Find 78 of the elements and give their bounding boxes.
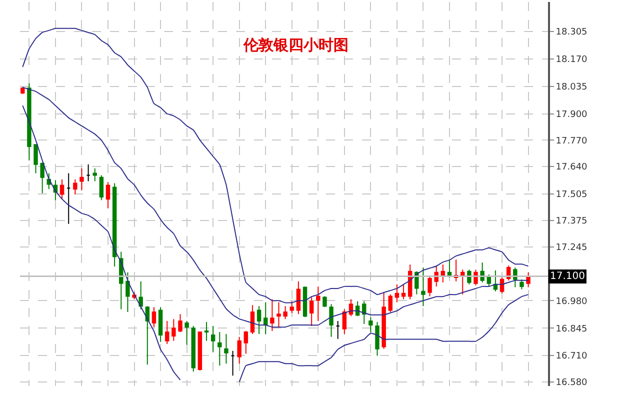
candlestick [296, 280, 301, 315]
y-tick-label: 16.845 [556, 324, 588, 334]
line-series [22, 28, 529, 304]
y-tick-label: 17.770 [556, 136, 588, 146]
candlestick [40, 162, 44, 194]
candlestick [34, 144, 38, 174]
y-tick-label: 17.505 [556, 190, 588, 200]
candlestick [270, 298, 274, 332]
candlestick [237, 336, 242, 364]
candlestick [60, 178, 64, 200]
candlestick [421, 267, 426, 307]
candlestick [218, 331, 222, 366]
candlestick [106, 182, 110, 209]
candlestick [447, 260, 452, 278]
candlestick [309, 296, 314, 327]
ref-line-label: 17.100 [550, 271, 585, 282]
candlestick [388, 294, 392, 313]
candlestick [126, 272, 130, 313]
candlestick [99, 174, 104, 201]
candlestick [244, 330, 248, 354]
candlestick [401, 284, 406, 300]
candlestick [382, 292, 386, 350]
candlestick [348, 298, 354, 317]
y-tick-label: 16.710 [556, 352, 588, 362]
candlestick [230, 350, 235, 376]
candlestick [375, 322, 380, 356]
candlestick [172, 318, 176, 342]
candlestick [336, 320, 340, 340]
candlestick [138, 280, 143, 310]
y-tick-label: 16.580 [556, 378, 588, 388]
candlestick [256, 306, 262, 334]
candlestick [152, 306, 156, 328]
candlestick [368, 316, 373, 332]
candlestick [158, 306, 163, 342]
line-series [22, 86, 529, 328]
candlestick [80, 168, 84, 191]
candlestick [86, 164, 90, 182]
candlestick [191, 326, 196, 372]
y-tick-label: 18.305 [556, 28, 588, 38]
candlestick [112, 182, 117, 268]
candlestick [460, 269, 465, 295]
candlestick [440, 264, 446, 283]
candlestick [520, 278, 524, 290]
candlestick [224, 333, 228, 364]
candlestick [145, 306, 150, 366]
candlestick [46, 172, 51, 190]
y-tick-label: 16.980 [556, 296, 588, 307]
candlestick [290, 300, 294, 314]
candlestick [27, 82, 32, 161]
candlestick [204, 322, 209, 342]
candlestick [316, 286, 320, 322]
candlestick [493, 270, 498, 292]
y-tick-label: 18.035 [556, 82, 588, 92]
y-tick-label: 17.375 [556, 216, 588, 227]
candlestick [178, 314, 182, 332]
candlestick [322, 296, 327, 308]
candlestick [428, 276, 432, 297]
candlestick [250, 304, 255, 334]
candlestick [264, 302, 268, 334]
candlestick [362, 300, 366, 325]
candlestick [184, 320, 189, 346]
text: 伦敦银四小时图 [242, 36, 349, 54]
candlestick [198, 331, 202, 372]
candlestick [73, 178, 78, 195]
candlestick [165, 320, 170, 344]
candlestick [92, 168, 97, 182]
candlestick [210, 326, 216, 352]
candlestick [302, 286, 308, 318]
candlestick [283, 306, 288, 320]
y-tick-label: 17.900 [556, 110, 588, 120]
candlestick [66, 172, 71, 224]
candlestick [276, 302, 281, 328]
y-tick-label: 17.245 [556, 242, 588, 253]
candlestick [342, 308, 347, 334]
candlestick [329, 304, 334, 338]
candlestick [394, 284, 400, 303]
y-tick-label: 17.640 [556, 162, 588, 173]
y-tick-label: 18.170 [556, 55, 588, 66]
